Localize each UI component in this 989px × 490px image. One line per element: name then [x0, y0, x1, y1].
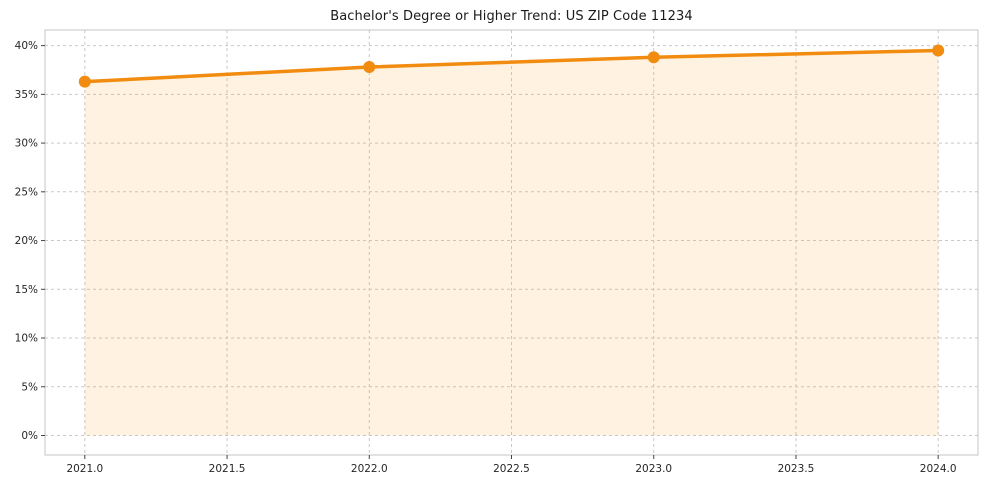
data-point-marker[interactable]	[78, 75, 91, 88]
y-tick-label: 30%	[15, 138, 38, 150]
y-tick-label: 20%	[15, 235, 38, 247]
x-tick-label: 2021.0	[66, 463, 103, 475]
x-tick-label: 2022.0	[351, 463, 388, 475]
y-tick-label: 15%	[15, 284, 38, 296]
y-tick-label: 0%	[21, 430, 38, 442]
data-point-marker[interactable]	[363, 61, 376, 74]
y-tick-label: 40%	[15, 40, 38, 52]
trend-line	[83, 48, 940, 84]
y-tick-label: 35%	[15, 89, 38, 101]
chart-title: Bachelor's Degree or Higher Trend: US ZI…	[330, 9, 693, 24]
data-point-marker[interactable]	[647, 51, 660, 64]
x-tick-label: 2024.0	[920, 463, 957, 475]
x-tick-label: 2022.5	[493, 463, 530, 475]
y-tick-label: 10%	[15, 333, 38, 345]
data-point-marker[interactable]	[932, 44, 945, 57]
y-tick-label: 25%	[15, 186, 38, 198]
y-tick-label: 5%	[21, 381, 38, 393]
x-tick-label: 2023.5	[778, 463, 815, 475]
area-fill	[84, 50, 939, 436]
x-tick-label: 2021.5	[209, 463, 246, 475]
x-tick-label: 2023.0	[635, 463, 672, 475]
